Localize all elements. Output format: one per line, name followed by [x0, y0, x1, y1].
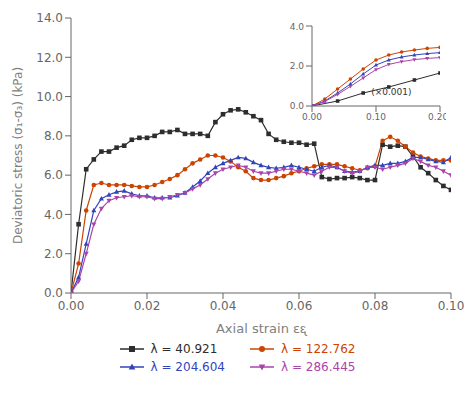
svg-text:0.02: 0.02	[134, 299, 161, 313]
svg-text:4.0: 4.0	[44, 208, 63, 222]
svg-text:Deviatoric stress (σ₁-σ₃) (kPa: Deviatoric stress (σ₁-σ₃) (kPa)	[11, 67, 25, 244]
svg-text:Axial strain εᶓ: Axial strain εᶓ	[216, 321, 308, 336]
svg-text:0.00: 0.00	[58, 299, 85, 313]
html-text:λ = 204.604: λ = 204.604	[150, 360, 225, 374]
svg-text:2.0: 2.0	[44, 247, 63, 261]
svg-text:0.0: 0.0	[44, 286, 63, 300]
svg-text:0.0: 0.0	[290, 101, 305, 111]
svg-text:12.0: 12.0	[36, 51, 63, 65]
svg-text:2.0: 2.0	[290, 61, 305, 71]
svg-text:0.06: 0.06	[286, 299, 313, 313]
svg-text:0.04: 0.04	[210, 299, 237, 313]
svg-text:10.0: 10.0	[36, 90, 63, 104]
html-text:λ = 40.921: λ = 40.921	[150, 342, 218, 356]
html-text:λ = 122.762: λ = 122.762	[281, 342, 356, 356]
svg-text:4.0: 4.0	[290, 22, 305, 32]
svg-text:0.08: 0.08	[362, 299, 389, 313]
html-text:λ = 286.445: λ = 286.445	[281, 360, 356, 374]
html-text:(×0.001): (×0.001)	[371, 86, 412, 97]
svg-text:8.0: 8.0	[44, 129, 63, 143]
svg-text:14.0: 14.0	[36, 11, 63, 25]
svg-text:6.0: 6.0	[44, 168, 63, 182]
svg-text:0.20: 0.20	[428, 112, 446, 122]
svg-text:0.10: 0.10	[366, 112, 386, 122]
svg-text:0.10: 0.10	[438, 299, 465, 313]
svg-text:0.00: 0.00	[302, 112, 322, 122]
